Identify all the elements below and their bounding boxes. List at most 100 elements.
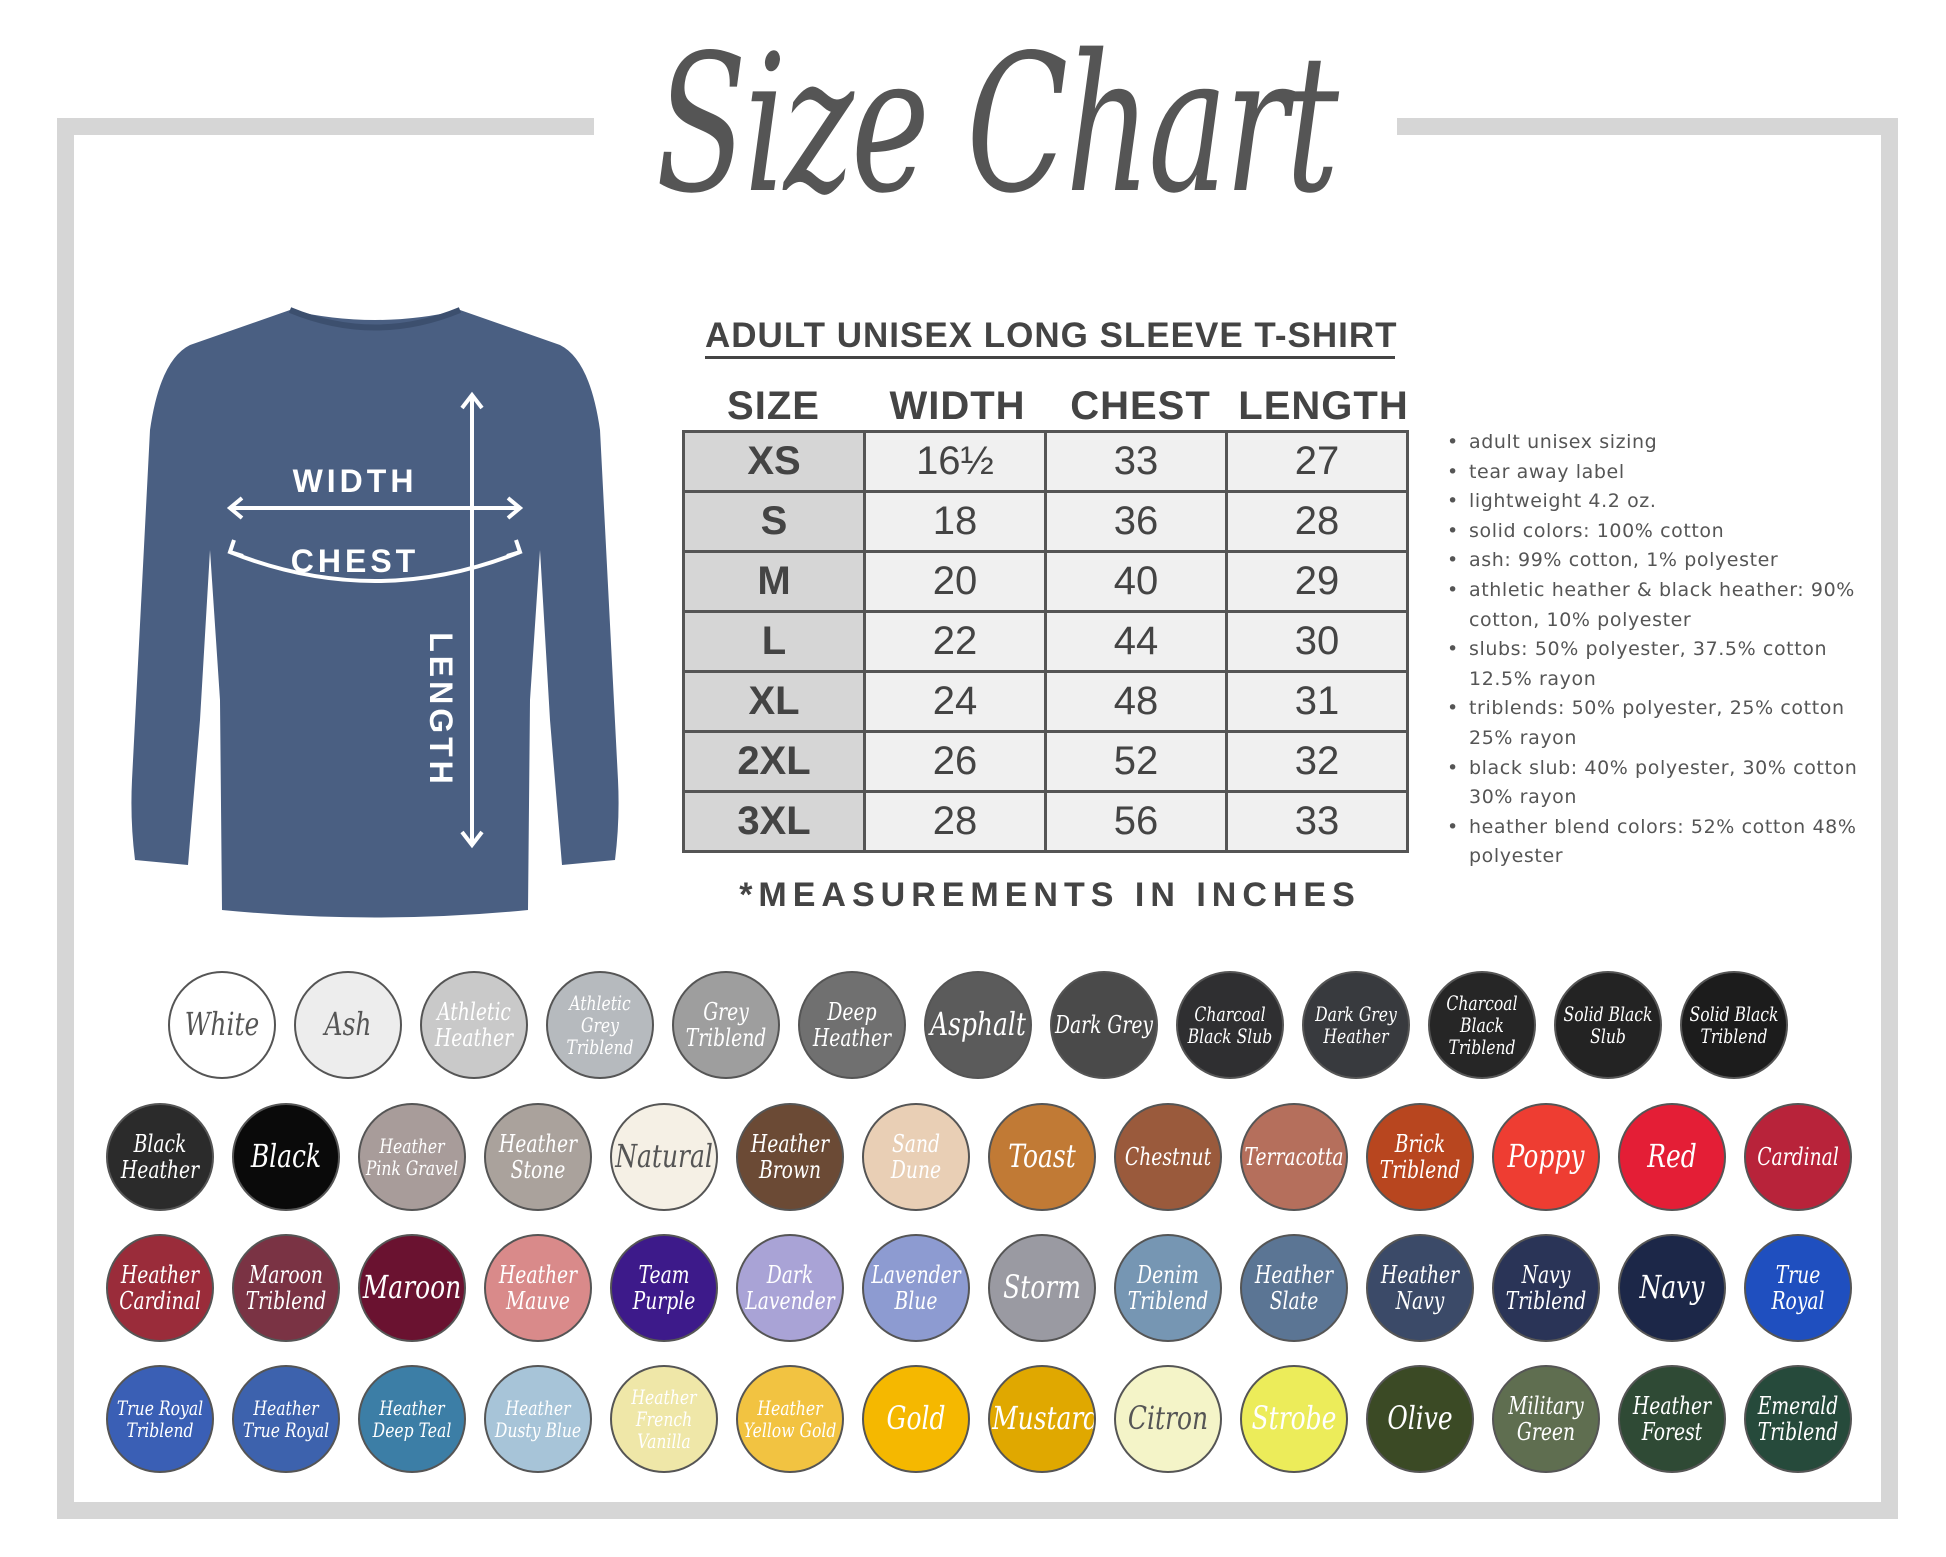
color-swatch[interactable]: Denim Triblend: [1114, 1234, 1222, 1342]
color-swatch[interactable]: True Royal Triblend: [106, 1365, 214, 1473]
note-item: ash: 99% cotton, 1% polyester: [1447, 546, 1877, 576]
color-swatch[interactable]: Heather Deep Teal: [358, 1365, 466, 1473]
color-swatch[interactable]: Charcoal Black Slub: [1176, 971, 1284, 1079]
color-swatch[interactable]: Maroon Triblend: [232, 1234, 340, 1342]
color-swatch[interactable]: White: [168, 971, 276, 1079]
chest-cell: 40: [1044, 550, 1228, 613]
color-swatch[interactable]: Strobe: [1240, 1365, 1348, 1473]
length-arrow-heads: [460, 391, 484, 849]
length-cell: 31: [1225, 670, 1409, 733]
color-swatch[interactable]: Heather Forest: [1618, 1365, 1726, 1473]
color-swatch[interactable]: Heather Cardinal: [106, 1234, 214, 1342]
color-swatch[interactable]: Dark Grey: [1050, 971, 1158, 1079]
col-header-size: SIZE: [727, 384, 820, 428]
swatch-label: Asphalt: [930, 1005, 1026, 1044]
swatch-label: Citron: [1127, 1399, 1209, 1438]
color-swatch[interactable]: Solid Black Triblend: [1680, 971, 1788, 1079]
note-item: slubs: 50% polyester, 37.5% cotton 12.5%…: [1447, 635, 1877, 694]
color-swatch[interactable]: Terracotta: [1240, 1103, 1348, 1211]
swatch-label: Maroon: [362, 1268, 462, 1307]
color-swatch[interactable]: Black: [232, 1103, 340, 1211]
size-cell: L: [682, 610, 866, 673]
width-cell: 22: [863, 610, 1047, 673]
color-swatch[interactable]: Heather Brown: [736, 1103, 844, 1211]
swatch-label: Denim Triblend: [1127, 1260, 1209, 1315]
color-swatch[interactable]: Black Heather: [106, 1103, 214, 1211]
color-swatch[interactable]: True Royal: [1744, 1234, 1852, 1342]
size-cell: 3XL: [682, 790, 866, 853]
color-swatch[interactable]: Citron: [1114, 1365, 1222, 1473]
product-notes: adult unisex sizingtear away labellightw…: [1447, 428, 1877, 872]
color-swatch[interactable]: Ash: [294, 971, 402, 1079]
shirt-diagram: WIDTH CHEST LENGTH: [131, 307, 619, 918]
color-swatch[interactable]: Maroon: [358, 1234, 466, 1342]
length-label: LENGTH: [423, 632, 459, 788]
color-swatch[interactable]: Sand Dune: [862, 1103, 970, 1211]
swatch-label: Heather Stone: [498, 1129, 578, 1184]
color-swatch[interactable]: Heather Yellow Gold: [736, 1365, 844, 1473]
swatch-label: Dark Grey: [1055, 1010, 1153, 1039]
page-title: Size Chart: [655, 14, 1339, 235]
swatch-label: Heather Dusty Blue: [494, 1396, 582, 1442]
color-swatch[interactable]: Heather Stone: [484, 1103, 592, 1211]
measure-arrows: [226, 391, 524, 849]
width-cell: 24: [863, 670, 1047, 733]
color-swatch[interactable]: Heather Dusty Blue: [484, 1365, 592, 1473]
color-swatch[interactable]: Dark Lavender: [736, 1234, 844, 1342]
color-swatch[interactable]: Mustard: [988, 1365, 1096, 1473]
swatch-label: Gold: [886, 1399, 946, 1438]
color-swatch[interactable]: Olive: [1366, 1365, 1474, 1473]
color-swatch[interactable]: Gold: [862, 1365, 970, 1473]
swatch-label: Heather Yellow Gold: [743, 1396, 837, 1442]
length-cell: 30: [1225, 610, 1409, 673]
color-swatch[interactable]: Navy Triblend: [1492, 1234, 1600, 1342]
size-cell: XS: [682, 430, 866, 493]
color-swatch[interactable]: Lavender Blue: [862, 1234, 970, 1342]
length-cell: 33: [1225, 790, 1409, 853]
color-swatch[interactable]: Dark Grey Heather: [1302, 971, 1410, 1079]
color-swatch[interactable]: Asphalt: [924, 971, 1032, 1079]
swatch-label: Olive: [1387, 1399, 1453, 1438]
color-swatch[interactable]: Grey Triblend: [672, 971, 780, 1079]
width-cell: 18: [863, 490, 1047, 553]
swatch-label: Heather French Vanilla: [631, 1385, 697, 1453]
color-swatch[interactable]: Toast: [988, 1103, 1096, 1211]
swatch-label: Athletic Heather: [434, 997, 514, 1052]
color-swatch[interactable]: Cardinal: [1744, 1103, 1852, 1211]
color-swatch[interactable]: Brick Triblend: [1366, 1103, 1474, 1211]
color-swatch[interactable]: Natural: [610, 1103, 718, 1211]
color-swatch[interactable]: Athletic Heather: [420, 971, 528, 1079]
chest-arrow: [229, 550, 521, 583]
color-swatch[interactable]: Deep Heather: [798, 971, 906, 1079]
color-swatch[interactable]: Charcoal Black Triblend: [1428, 971, 1536, 1079]
color-swatch[interactable]: Athletic Grey Triblend: [546, 971, 654, 1079]
swatch-label: White: [184, 1005, 260, 1044]
color-swatch[interactable]: Solid Black Slub: [1554, 971, 1662, 1079]
color-swatch[interactable]: Team Purple: [610, 1234, 718, 1342]
color-swatch[interactable]: Heather True Royal: [232, 1365, 340, 1473]
swatch-label: True Royal: [1771, 1260, 1825, 1315]
chest-cell: 33: [1044, 430, 1228, 493]
color-swatch[interactable]: Heather Pink Gravel: [358, 1103, 466, 1211]
table-row: 3XL 28 56 33: [682, 790, 1409, 853]
swatch-label: Solid Black Triblend: [1689, 1002, 1779, 1048]
color-swatch[interactable]: Heather French Vanilla: [610, 1365, 718, 1473]
color-swatch[interactable]: Emerald Triblend: [1744, 1365, 1852, 1473]
color-swatch[interactable]: Heather Slate: [1240, 1234, 1348, 1342]
color-swatch[interactable]: Red: [1618, 1103, 1726, 1211]
color-swatch[interactable]: Heather Navy: [1366, 1234, 1474, 1342]
color-swatch[interactable]: Poppy: [1492, 1103, 1600, 1211]
size-cell: S: [682, 490, 866, 553]
color-swatch[interactable]: Heather Mauve: [484, 1234, 592, 1342]
color-swatch[interactable]: Storm: [988, 1234, 1096, 1342]
chest-cell: 48: [1044, 670, 1228, 733]
color-swatch[interactable]: Navy: [1618, 1234, 1726, 1342]
swatch-label: Lavender Blue: [871, 1260, 961, 1315]
color-swatch[interactable]: Chestnut: [1114, 1103, 1222, 1211]
size-cell: M: [682, 550, 866, 613]
swatch-label: Heather Navy: [1380, 1260, 1460, 1315]
shirt-body: [131, 310, 619, 918]
color-swatch[interactable]: Military Green: [1492, 1365, 1600, 1473]
width-cell: 28: [863, 790, 1047, 853]
note-item: adult unisex sizing: [1447, 428, 1877, 458]
